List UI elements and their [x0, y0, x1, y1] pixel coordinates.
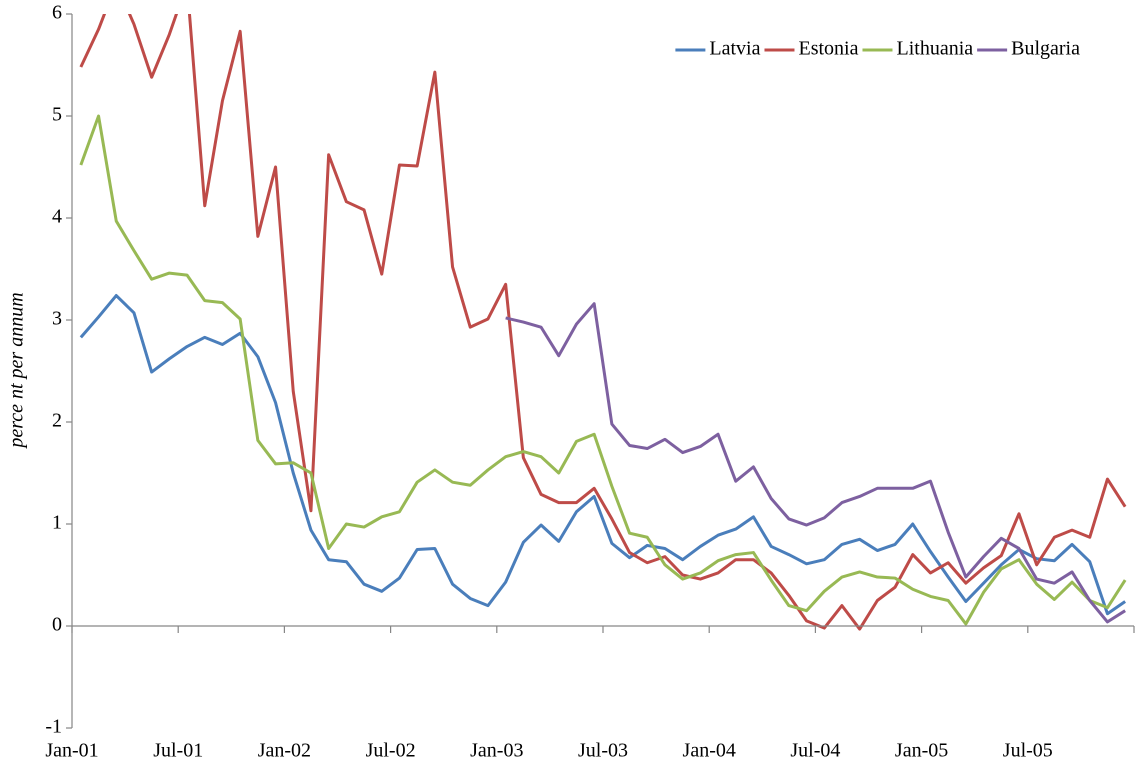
y-tick-label: 0	[52, 614, 62, 636]
x-tick-label: Jan-01	[45, 740, 98, 762]
y-tick-label: 5	[52, 104, 62, 126]
plot-area	[79, 14, 1127, 631]
y-tick-label: -1	[45, 716, 62, 738]
x-tick-label: Jan-02	[258, 740, 311, 762]
x-tick-label: Jul-04	[790, 740, 840, 762]
legend-label: Lithuania	[896, 38, 973, 60]
series-line	[79, 294, 1127, 616]
legend-label: Estonia	[798, 38, 858, 60]
y-tick-label: 1	[52, 512, 62, 534]
x-tick-label: Jan-05	[895, 740, 948, 762]
series-line	[79, 14, 1127, 631]
y-tick-label: 3	[52, 308, 62, 330]
x-tick-label: Jul-01	[153, 740, 203, 762]
series-line	[505, 302, 1126, 624]
y-tick-label: 2	[52, 410, 62, 432]
legend-label: Latvia	[709, 38, 760, 60]
series-line	[79, 114, 1127, 626]
x-tick-label: Jan-04	[683, 740, 736, 762]
y-axis-label: perce nt per annum	[6, 292, 28, 449]
x-tick-label: Jul-03	[578, 740, 628, 762]
x-tick-label: Jan-03	[470, 740, 523, 762]
x-tick-label: Jul-02	[366, 740, 416, 762]
y-tick-label: 6	[52, 2, 62, 24]
y-tick-label: 4	[52, 206, 62, 228]
x-tick-label: Jul-05	[1003, 740, 1053, 762]
legend-label: Bulgaria	[1011, 38, 1080, 60]
